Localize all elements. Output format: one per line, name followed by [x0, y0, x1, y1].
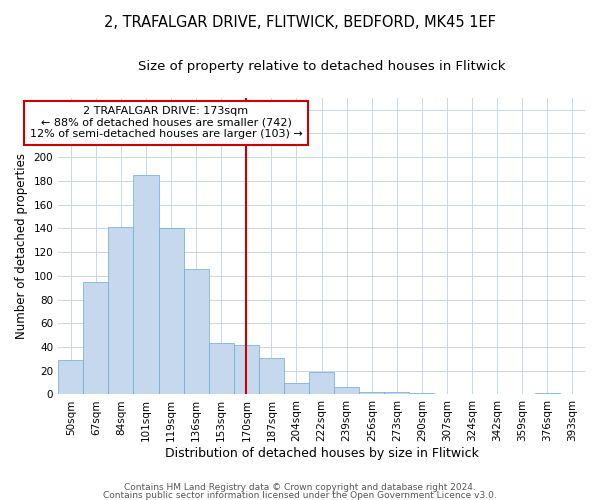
Bar — [259, 358, 284, 395]
Bar — [133, 175, 158, 394]
Y-axis label: Number of detached properties: Number of detached properties — [15, 153, 28, 339]
Bar — [234, 344, 259, 395]
Text: Contains public sector information licensed under the Open Government Licence v3: Contains public sector information licen… — [103, 490, 497, 500]
Bar — [58, 360, 83, 394]
Bar — [83, 282, 109, 395]
X-axis label: Distribution of detached houses by size in Flitwick: Distribution of detached houses by size … — [164, 447, 479, 460]
Bar — [359, 392, 385, 394]
Text: Contains HM Land Registry data © Crown copyright and database right 2024.: Contains HM Land Registry data © Crown c… — [124, 483, 476, 492]
Text: 2 TRAFALGAR DRIVE: 173sqm
← 88% of detached houses are smaller (742)
12% of semi: 2 TRAFALGAR DRIVE: 173sqm ← 88% of detac… — [29, 106, 302, 140]
Title: Size of property relative to detached houses in Flitwick: Size of property relative to detached ho… — [138, 60, 505, 73]
Text: 2, TRAFALGAR DRIVE, FLITWICK, BEDFORD, MK45 1EF: 2, TRAFALGAR DRIVE, FLITWICK, BEDFORD, M… — [104, 15, 496, 30]
Bar — [209, 344, 234, 394]
Bar — [184, 268, 209, 394]
Bar — [284, 382, 309, 394]
Bar — [309, 372, 334, 394]
Bar — [109, 227, 133, 394]
Bar — [334, 388, 359, 394]
Bar — [158, 228, 184, 394]
Bar — [385, 392, 409, 394]
